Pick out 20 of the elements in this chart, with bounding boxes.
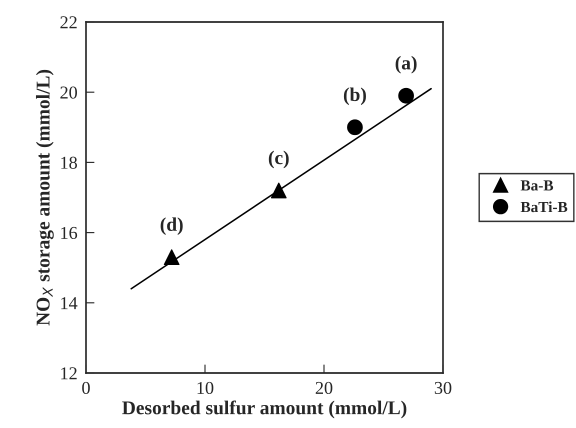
y-tick-label: 14 bbox=[61, 297, 78, 310]
x-axis-title: Desorbed sulfur amount (mmol/L) bbox=[122, 400, 406, 418]
annotation: (d) bbox=[160, 217, 183, 235]
y-tick-label: 18 bbox=[61, 156, 77, 169]
point bbox=[398, 88, 414, 104]
x-tick-label: 0 bbox=[82, 382, 90, 394]
annotation: (b) bbox=[344, 87, 366, 106]
y-axis-title: NO$_{X}$ storage amount (mmol/L) bbox=[36, 70, 54, 326]
x-tick-label: 30 bbox=[434, 382, 452, 394]
y-tick-label: 12 bbox=[61, 367, 77, 380]
x-tick-label: 10 bbox=[198, 382, 214, 394]
legend-label: BaTi-B bbox=[520, 201, 568, 212]
y-tick-label: 16 bbox=[61, 226, 78, 240]
legend-label: Ba-B bbox=[520, 180, 554, 191]
point bbox=[347, 119, 363, 136]
annotation: (c) bbox=[268, 150, 289, 168]
x-tick-label: 20 bbox=[316, 382, 332, 394]
annotation: (a) bbox=[396, 56, 417, 74]
y-tick-label: 22 bbox=[60, 16, 77, 28]
y-tick-label: 20 bbox=[60, 86, 77, 99]
